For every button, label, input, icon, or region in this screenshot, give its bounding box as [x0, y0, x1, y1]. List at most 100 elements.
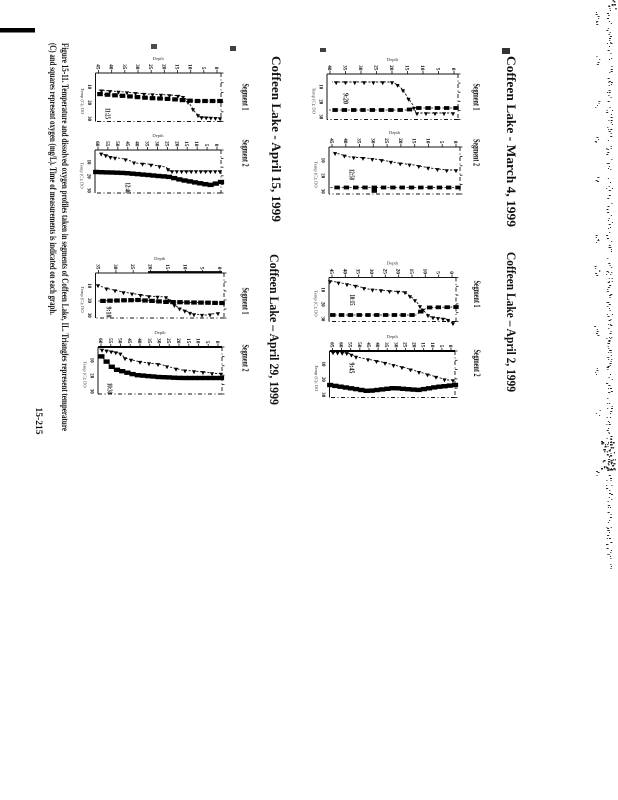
- svg-text:10: 10: [318, 84, 323, 89]
- svg-text:Segment 2: Segment 2: [471, 139, 481, 166]
- svg-text:60: 60: [338, 342, 344, 348]
- svg-text:0: 0: [214, 341, 220, 344]
- svg-text:Depth: Depth: [387, 334, 399, 339]
- svg-text:45: 45: [95, 64, 101, 70]
- svg-text:30: 30: [320, 317, 325, 322]
- svg-text:20: 20: [397, 138, 403, 144]
- svg-text:10:15: 10:15: [348, 295, 356, 306]
- svg-text:30: 30: [320, 392, 325, 397]
- svg-text:Temp (C); DO: Temp (C); DO: [314, 161, 319, 188]
- svg-text:Depth: Depth: [389, 130, 401, 135]
- svg-text:20: 20: [160, 64, 166, 70]
- svg-text:30: 30: [86, 313, 91, 318]
- svg-text:5: 5: [438, 141, 444, 144]
- svg-text:25: 25: [383, 138, 389, 144]
- svg-text:50: 50: [114, 141, 120, 147]
- svg-text:12:50: 12:50: [348, 169, 356, 180]
- svg-text:30: 30: [368, 269, 374, 275]
- svg-text:30: 30: [369, 138, 375, 144]
- svg-text:25: 25: [163, 141, 169, 147]
- svg-text:0: 0: [213, 144, 219, 147]
- svg-text:35: 35: [146, 338, 152, 344]
- svg-text:Segment 2: Segment 2: [471, 350, 481, 377]
- svg-text:55: 55: [107, 338, 113, 344]
- svg-text:30: 30: [112, 264, 118, 270]
- svg-text:(C) and squares represent oxyg: (C) and squares represent oxygen (mg/L).…: [48, 43, 58, 315]
- svg-text:5: 5: [435, 271, 441, 274]
- svg-text:0: 0: [452, 141, 458, 144]
- svg-text:25: 25: [165, 338, 171, 344]
- svg-text:Depth: Depth: [387, 261, 399, 266]
- svg-text:Depth: Depth: [152, 133, 164, 138]
- svg-text:30: 30: [86, 188, 91, 193]
- svg-text:0: 0: [447, 345, 453, 348]
- svg-text:9:45: 9:45: [348, 363, 356, 374]
- svg-text:20: 20: [86, 174, 91, 179]
- svg-text:20: 20: [411, 342, 417, 348]
- svg-text:20: 20: [320, 173, 325, 178]
- svg-text:15: 15: [408, 269, 414, 275]
- svg-text:30: 30: [320, 189, 325, 194]
- svg-text:10: 10: [187, 64, 193, 70]
- svg-text:40: 40: [326, 65, 332, 71]
- svg-text:10: 10: [195, 338, 201, 344]
- svg-text:Depth: Depth: [154, 256, 166, 261]
- svg-text:Segment 2: Segment 2: [240, 345, 250, 372]
- svg-text:30: 30: [86, 116, 91, 121]
- svg-text:25: 25: [381, 269, 387, 275]
- svg-text:15: 15: [420, 342, 426, 348]
- svg-text:45: 45: [328, 138, 334, 144]
- svg-text:Coffeen Lake – April 2, 1999: Coffeen Lake – April 2, 1999: [504, 252, 518, 392]
- svg-text:30: 30: [156, 338, 162, 344]
- svg-text:Depth: Depth: [154, 330, 166, 335]
- svg-text:65: 65: [329, 342, 335, 348]
- svg-text:10: 10: [181, 264, 187, 270]
- svg-text:20: 20: [388, 65, 394, 71]
- svg-text:10: 10: [419, 65, 425, 71]
- svg-text:10: 10: [86, 283, 91, 288]
- svg-text:40: 40: [341, 269, 347, 275]
- svg-text:20: 20: [86, 298, 91, 303]
- svg-text:20: 20: [320, 302, 325, 307]
- svg-text:10: 10: [86, 160, 91, 165]
- svg-text:5: 5: [204, 341, 210, 344]
- svg-text:5: 5: [435, 68, 441, 71]
- svg-text:25: 25: [129, 264, 135, 270]
- svg-text:20: 20: [395, 269, 401, 275]
- svg-text:40: 40: [374, 342, 380, 348]
- svg-text:35: 35: [144, 141, 150, 147]
- svg-text:20: 20: [147, 264, 153, 270]
- svg-text:Temp (C); DO: Temp (C); DO: [80, 162, 85, 189]
- svg-text:35: 35: [95, 264, 101, 270]
- svg-text:12:40: 12:40: [124, 183, 132, 194]
- svg-text:20: 20: [173, 141, 179, 147]
- svg-text:Temp (C); DO: Temp (C); DO: [312, 88, 317, 115]
- svg-text:30: 30: [318, 114, 323, 119]
- svg-text:15: 15: [164, 264, 170, 270]
- svg-text:30: 30: [154, 141, 160, 147]
- svg-text:25: 25: [401, 342, 407, 348]
- svg-text:60: 60: [94, 141, 100, 147]
- svg-text:Coffeen Lake – April 29, 1999: Coffeen Lake – April 29, 1999: [267, 254, 281, 405]
- svg-text:15: 15: [411, 138, 417, 144]
- svg-text:30: 30: [134, 64, 140, 70]
- svg-text:Depth: Depth: [153, 56, 165, 61]
- svg-text:Temp (C); DO: Temp (C); DO: [314, 365, 319, 392]
- svg-text:10: 10: [424, 138, 430, 144]
- svg-text:60: 60: [97, 338, 103, 344]
- svg-text:0: 0: [216, 267, 222, 270]
- svg-text:Segment 1: Segment 1: [240, 84, 250, 111]
- svg-text:0: 0: [450, 68, 456, 71]
- svg-text:30: 30: [392, 342, 398, 348]
- svg-text:25: 25: [373, 65, 379, 71]
- svg-text:15: 15: [404, 65, 410, 71]
- svg-text:20: 20: [318, 99, 323, 104]
- svg-text:25: 25: [147, 64, 153, 70]
- svg-text:35: 35: [342, 65, 348, 71]
- svg-text:35: 35: [121, 64, 127, 70]
- svg-text:11:25: 11:25: [104, 108, 112, 119]
- svg-text:10: 10: [86, 84, 91, 89]
- svg-text:Temp (C); DO: Temp (C); DO: [314, 290, 319, 317]
- svg-text:10: 10: [320, 158, 325, 163]
- svg-text:15: 15: [183, 141, 189, 147]
